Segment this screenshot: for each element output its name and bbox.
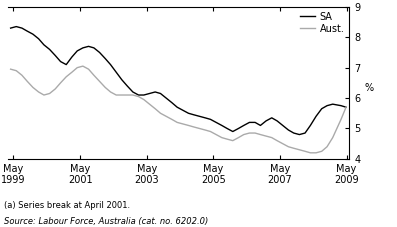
Aust. <box>214 133 218 136</box>
Aust. <box>91 74 96 77</box>
Aust. <box>344 106 349 109</box>
SA <box>91 47 96 49</box>
SA <box>14 25 19 28</box>
Text: Source: Labour Force, Australia (cat. no. 6202.0): Source: Labour Force, Australia (cat. no… <box>4 217 208 226</box>
SA <box>308 124 313 127</box>
SA <box>131 91 135 93</box>
Line: SA: SA <box>11 27 346 135</box>
Legend: SA, Aust.: SA, Aust. <box>300 12 345 34</box>
Y-axis label: %: % <box>364 83 373 93</box>
Text: (a) Series break at April 2001.: (a) Series break at April 2001. <box>4 201 130 210</box>
Aust. <box>8 68 13 71</box>
Aust. <box>81 65 85 67</box>
SA <box>191 114 196 116</box>
SA <box>81 47 85 49</box>
SA <box>344 106 349 109</box>
Line: Aust.: Aust. <box>11 66 346 153</box>
SA <box>297 133 302 136</box>
Aust. <box>131 94 135 96</box>
Aust. <box>308 151 313 154</box>
Aust. <box>191 126 196 128</box>
SA <box>8 27 13 30</box>
Aust. <box>303 150 307 153</box>
SA <box>214 121 218 124</box>
Aust. <box>75 66 80 69</box>
